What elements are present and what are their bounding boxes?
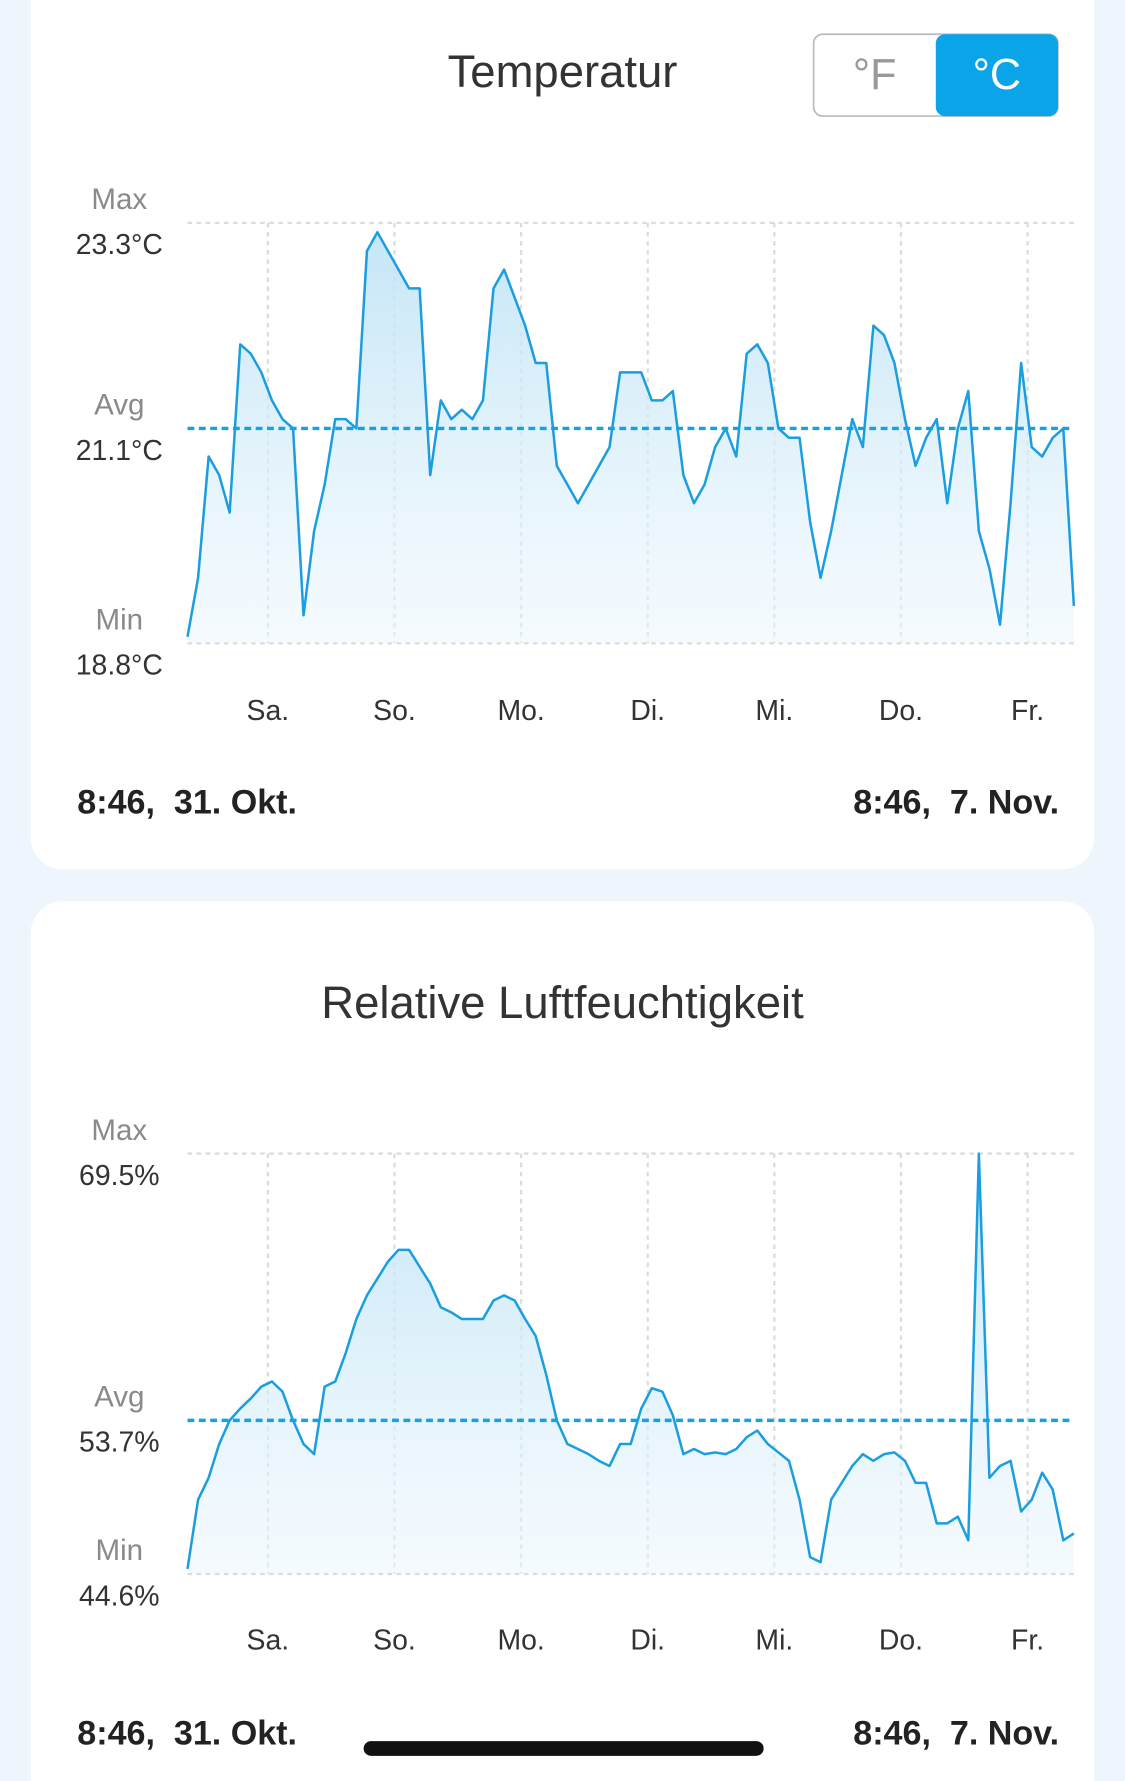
toggle-selected: [935, 34, 1058, 117]
y-tick-label: 44.6%: [79, 1580, 160, 1612]
range-end: 8:46, 7. Nov.: [853, 1714, 1059, 1752]
data-line: [186, 1152, 1075, 1570]
x-tick-label: Di.: [630, 695, 665, 727]
card: [30, 901, 1095, 1781]
x-tick-label: Fr.: [1011, 1625, 1044, 1657]
area-fill: [187, 1153, 1074, 1575]
x-tick-label: Mi.: [755, 695, 793, 727]
x-tick-label: So.: [373, 695, 416, 727]
x-tick-label: Sa.: [247, 1625, 290, 1657]
y-tick-name: Max: [91, 1114, 147, 1147]
y-tick-label: 18.8°C: [76, 650, 163, 682]
card: [30, 0, 1095, 870]
x-tick-label: Do.: [879, 695, 923, 727]
x-tick-label: Sa.: [247, 695, 290, 727]
y-tick-name: Avg: [94, 389, 144, 422]
home-indicator: [363, 1741, 764, 1756]
x-tick-label: So.: [373, 1625, 416, 1657]
x-tick-label: Fr.: [1011, 695, 1044, 727]
x-tick-label: Mo.: [497, 1625, 544, 1657]
x-tick-label: Do.: [879, 1625, 923, 1657]
y-tick-label: 69.5%: [79, 1160, 160, 1192]
toggle-option[interactable]: °F: [853, 51, 897, 99]
chart-title: Relative Luftfeuchtigkeit: [321, 977, 804, 1028]
y-tick-label: 23.3°C: [76, 229, 163, 261]
range-start: 8:46, 31. Okt.: [77, 1714, 297, 1752]
toggle-option[interactable]: °C: [973, 51, 1021, 99]
y-tick-name: Max: [91, 183, 147, 216]
x-tick-label: Di.: [630, 1625, 665, 1657]
x-tick-label: Mo.: [497, 695, 544, 727]
chart-title: Temperatur: [448, 46, 678, 97]
y-tick-label: 21.1°C: [76, 435, 163, 467]
y-tick-name: Avg: [94, 1381, 144, 1414]
range-start: 8:46, 31. Okt.: [77, 784, 297, 822]
y-tick-label: 53.7%: [79, 1427, 160, 1459]
range-end: 8:46, 7. Nov.: [853, 784, 1059, 822]
y-tick-name: Min: [96, 604, 144, 637]
unit-toggle: °F °C: [812, 33, 1059, 117]
area-fill: [187, 232, 1074, 644]
x-tick-label: Mi.: [755, 1625, 793, 1657]
y-tick-name: Min: [96, 1534, 144, 1567]
data-line: [186, 230, 1076, 637]
